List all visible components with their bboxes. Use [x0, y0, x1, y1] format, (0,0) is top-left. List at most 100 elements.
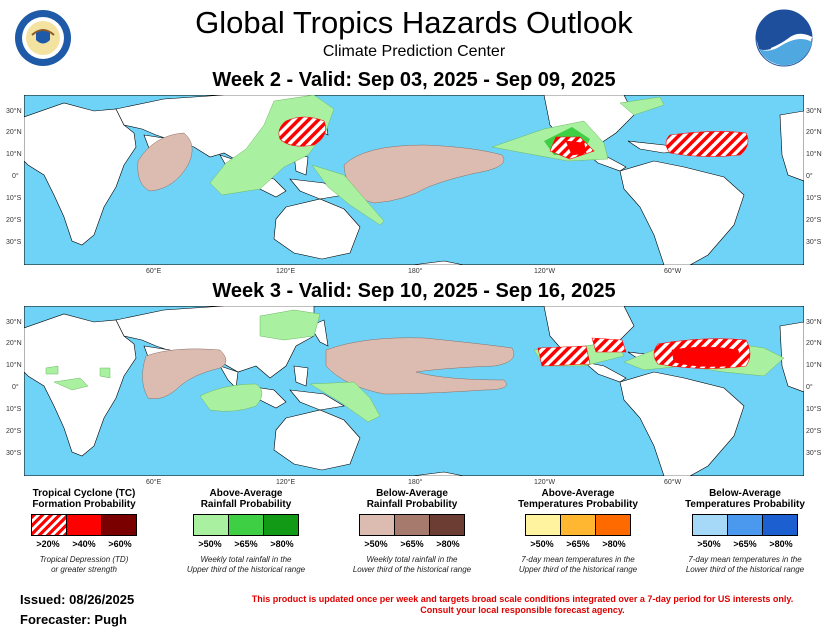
legend-title: Formation Probability	[32, 499, 136, 510]
legend-title: Above-Average	[541, 488, 615, 499]
swatch-cold-65	[726, 514, 763, 536]
lon-label: 60°E	[146, 268, 162, 275]
lat-label: 20°S	[806, 217, 822, 224]
week2-map	[24, 95, 804, 265]
lon-label: 120°E	[276, 479, 296, 486]
swatch-cold-50	[691, 514, 728, 536]
forecaster-name: Forecaster: Pugh	[20, 612, 127, 627]
legend-note: Upper third of the historical range	[186, 565, 306, 574]
week3-label: Week 3 - Valid: Sep 10, 2025 - Sep 16, 2…	[212, 280, 616, 302]
page-subtitle: Climate Prediction Center	[322, 43, 506, 60]
legend-cold: Below-Average Temperatures Probability >…	[670, 488, 820, 575]
page-title: Global Tropics Hazards Outlook	[195, 5, 633, 40]
legend-title: Tropical Cyclone (TC)	[32, 488, 136, 499]
lat-label: 20°S	[806, 428, 822, 435]
legend-warm: Above-Average Temperatures Probability >…	[504, 488, 652, 575]
lat-label: 0°	[12, 384, 19, 391]
legend-wet: Above-Average Rainfall Probability >50% …	[172, 488, 320, 575]
lon-label: 60°W	[664, 479, 682, 486]
disclaimer-line: Consult your local responsible forecast …	[420, 605, 625, 615]
lat-label: 20°N	[6, 340, 22, 347]
department-of-commerce-seal	[14, 9, 72, 67]
legend-note: or greater strength	[51, 565, 117, 574]
lat-label: 20°N	[806, 129, 822, 136]
swatch-dry-50	[358, 514, 395, 536]
swatch-warm-65	[559, 514, 596, 536]
swatch-tc-20	[30, 514, 67, 536]
legend-note: Lower third of the historical range	[685, 565, 805, 574]
swatch-label: >50%	[198, 539, 222, 549]
lat-label: 10°S	[806, 406, 822, 413]
disclaimer-line: This product is updated once per week an…	[251, 594, 794, 604]
lat-label: 20°S	[6, 428, 22, 435]
swatch-label: >80%	[602, 539, 626, 549]
swatch-label: >80%	[769, 539, 793, 549]
lat-label: 30°S	[806, 239, 822, 246]
dry-areas	[142, 337, 515, 399]
week2-label: Week 2 - Valid: Sep 03, 2025 - Sep 09, 2…	[212, 69, 616, 91]
lat-label: 30°S	[806, 450, 822, 457]
swatch-warm-50	[524, 514, 561, 536]
week3-map	[24, 306, 804, 476]
lat-label: 20°S	[6, 217, 22, 224]
swatch-cold-80	[761, 514, 798, 536]
lat-label: 10°S	[806, 195, 822, 202]
legend-note: 7-day mean temperatures in the	[521, 555, 635, 564]
lat-label: 20°N	[806, 340, 822, 347]
swatch-label: >80%	[436, 539, 460, 549]
dry-areas	[137, 132, 505, 204]
swatch-label: >50%	[530, 539, 554, 549]
legend-note: Weekly total rainfall in the	[200, 555, 292, 564]
legend-note: Lower third of the historical range	[352, 565, 472, 574]
legend-tc: Tropical Cyclone (TC) Formation Probabil…	[10, 488, 158, 575]
lon-label: 180°	[408, 479, 423, 486]
lat-label: 30°N	[806, 108, 822, 115]
lon-label: 180°	[408, 268, 423, 275]
lon-label: 60°E	[146, 479, 162, 486]
legend-note: Upper third of the historical range	[518, 565, 638, 574]
lat-label: 10°N	[806, 362, 822, 369]
swatch-tc-40	[65, 514, 102, 536]
issued-date: Issued: 08/26/2025	[20, 592, 135, 607]
lat-label: 10°N	[806, 151, 822, 158]
lon-label: 120°W	[534, 479, 556, 486]
lon-label: 120°W	[534, 268, 556, 275]
lat-label: 10°S	[6, 195, 22, 202]
swatch-warm-80	[594, 514, 631, 536]
swatch-wet-50	[192, 514, 229, 536]
swatch-dry-80	[428, 514, 465, 536]
swatch-dry-65	[393, 514, 430, 536]
legend-dry: Below-Average Rainfall Probability >50% …	[338, 488, 486, 575]
lat-label: 20°N	[6, 129, 22, 136]
lat-label: 30°S	[6, 450, 22, 457]
swatch-label: >80%	[270, 539, 294, 549]
legend-title: Below-Average	[709, 488, 781, 499]
week2-lon-axis: 60°E 120°E 180° 120°W 60°W	[0, 268, 828, 278]
lat-label: 30°N	[806, 319, 822, 326]
swatch-label: >20%	[36, 539, 60, 549]
swatch-label: >65%	[733, 539, 757, 549]
legend-note: Tropical Depression (TD)	[39, 555, 129, 564]
tc-areas	[537, 337, 751, 369]
legend-title: Above-Average	[209, 488, 283, 499]
swatch-label: >50%	[364, 539, 388, 549]
legend-title: Temperatures Probability	[518, 499, 638, 510]
swatch-wet-80	[262, 514, 299, 536]
lat-label: 30°N	[6, 108, 22, 115]
disclaimer: This product is updated once per week an…	[225, 594, 820, 616]
swatch-tc-60	[100, 514, 137, 536]
legend-title: Below-Average	[376, 488, 448, 499]
lat-label: 30°N	[6, 319, 22, 326]
lat-label: 0°	[806, 384, 813, 391]
swatch-label: >65%	[566, 539, 590, 549]
legend-title: Temperatures Probability	[685, 499, 805, 510]
week3-lon-axis: 60°E 120°E 180° 120°W 60°W	[0, 479, 828, 489]
noaa-logo	[755, 9, 813, 67]
legend-note: Weekly total rainfall in the	[366, 555, 458, 564]
lat-label: 30°S	[6, 239, 22, 246]
lat-label: 10°N	[6, 151, 22, 158]
lon-label: 60°W	[664, 268, 682, 275]
swatch-label: >65%	[234, 539, 258, 549]
legend-title: Rainfall Probability	[200, 499, 292, 510]
lat-label: 10°N	[6, 362, 22, 369]
